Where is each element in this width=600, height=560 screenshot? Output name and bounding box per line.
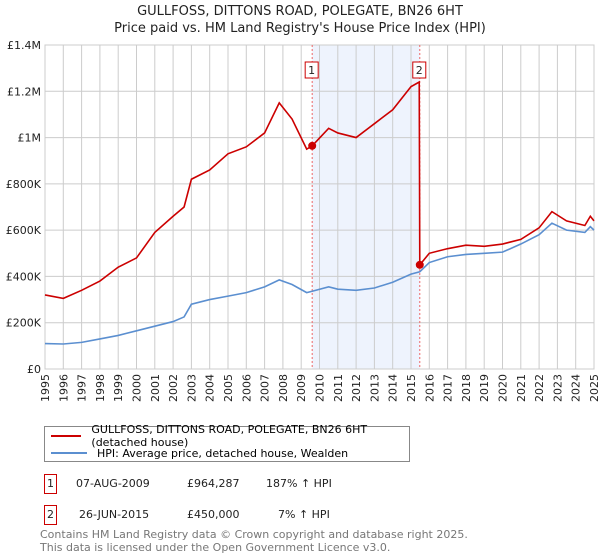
sale-label-box xyxy=(304,61,319,79)
x-tick-label: 2023 xyxy=(551,374,564,402)
footer-licence: This data is licensed under the Open Gov… xyxy=(40,541,391,554)
x-tick-label: 2001 xyxy=(149,374,162,402)
x-tick-label: 2008 xyxy=(277,374,290,402)
x-tick-label: 1995 xyxy=(39,374,52,402)
sale-label-box xyxy=(412,61,427,79)
y-tick-label: £800K xyxy=(6,178,42,191)
transaction-badge: 2 xyxy=(44,505,57,525)
x-tick-label: 2015 xyxy=(405,374,418,402)
transaction-row: 2 26-JUN-2015 £450,000 7% ↑ HPI xyxy=(44,505,444,525)
y-tick-label: £1.4M xyxy=(7,39,41,52)
property-price-line xyxy=(44,80,595,300)
x-tick-label: 2000 xyxy=(131,374,144,402)
x-tick-label: 2006 xyxy=(240,374,253,402)
transaction-row: 1 07-AUG-2009 £964,287 187% ↑ HPI xyxy=(44,474,444,494)
sale-period-shade xyxy=(312,45,420,369)
sale-label: 2 xyxy=(416,64,423,77)
x-tick-label: 2012 xyxy=(350,374,363,402)
x-tick-label: 2009 xyxy=(295,374,308,402)
y-tick-label: £0 xyxy=(27,363,41,376)
legend-label: GULLFOSS, DITTONS ROAD, POLEGATE, BN26 6… xyxy=(91,423,368,449)
y-tick-label: £200K xyxy=(6,317,42,330)
transaction-hpi: 7% ↑ HPI xyxy=(278,508,330,521)
x-tick-label: 2021 xyxy=(515,374,528,402)
x-tick-label: 2013 xyxy=(368,374,381,402)
y-tick-label: £1.2M xyxy=(7,85,41,98)
price-chart: 1995 1996 1997 1998 1999 2000 2001 2002 2003 2004… xyxy=(6,39,600,402)
x-tick-label: 1997 xyxy=(76,374,89,402)
y-tick-label: £1M xyxy=(18,132,42,145)
x-tick-label: 2005 xyxy=(222,374,235,402)
transaction-price: £450,000 xyxy=(187,508,240,521)
chart-title: GULLFOSS, DITTONS ROAD, POLEGATE, BN26 6… xyxy=(137,4,463,19)
x-tick-label: 2019 xyxy=(478,374,491,402)
x-tick-label: 2014 xyxy=(387,374,400,402)
transaction-hpi: 187% ↑ HPI xyxy=(266,477,332,490)
footer: Contains HM Land Registry data © Crown c… xyxy=(40,528,468,554)
x-tick-label: 2025 xyxy=(588,374,600,402)
x-tick-label: 2020 xyxy=(497,374,510,402)
transaction-badge: 1 xyxy=(44,474,57,494)
x-tick-label: 2017 xyxy=(442,374,455,402)
footer-copyright: Contains HM Land Registry data © Crown c… xyxy=(40,528,468,541)
sale-point xyxy=(308,141,317,150)
x-tick-label: 2010 xyxy=(314,374,327,402)
x-tick-label: 1998 xyxy=(94,374,107,402)
legend-label: HPI: Average price, detached house, Weal… xyxy=(97,446,349,460)
legend-swatch xyxy=(51,435,82,437)
legend: GULLFOSS, DITTONS ROAD, POLEGATE, BN26 6… xyxy=(44,423,410,462)
x-tick-label: 2011 xyxy=(332,374,345,402)
y-tick-label: £600K xyxy=(6,224,42,237)
x-tick-label: 1996 xyxy=(57,374,70,402)
x-tick-label: 2007 xyxy=(259,374,272,402)
transaction-price: £964,287 xyxy=(187,477,240,490)
x-tick-label: 1999 xyxy=(112,374,125,402)
x-tick-label: 2022 xyxy=(533,374,546,402)
hpi-line xyxy=(44,222,595,345)
x-tick-label: 2018 xyxy=(460,374,473,402)
x-tick-label: 2024 xyxy=(570,374,583,402)
x-tick-label: 2002 xyxy=(167,374,180,402)
x-tick-label: 2016 xyxy=(423,374,436,402)
transaction-date: 26-JUN-2015 xyxy=(79,508,150,521)
legend-item-hpi: HPI: Average price, detached house, Weal… xyxy=(51,445,348,461)
chart-subtitle: Price paid vs. HM Land Registry's House … xyxy=(114,21,486,36)
legend-item-property: GULLFOSS, DITTONS ROAD, POLEGATE, BN26 6… xyxy=(51,423,409,449)
sale-point xyxy=(415,260,424,269)
sale-label: 1 xyxy=(308,64,315,77)
x-tick-label: 2004 xyxy=(204,374,217,402)
legend-swatch xyxy=(51,452,87,454)
y-tick-label: £400K xyxy=(6,270,42,283)
plot-frame xyxy=(44,44,595,370)
x-tick-label: 2003 xyxy=(185,374,198,402)
transaction-date: 07-AUG-2009 xyxy=(76,477,150,490)
